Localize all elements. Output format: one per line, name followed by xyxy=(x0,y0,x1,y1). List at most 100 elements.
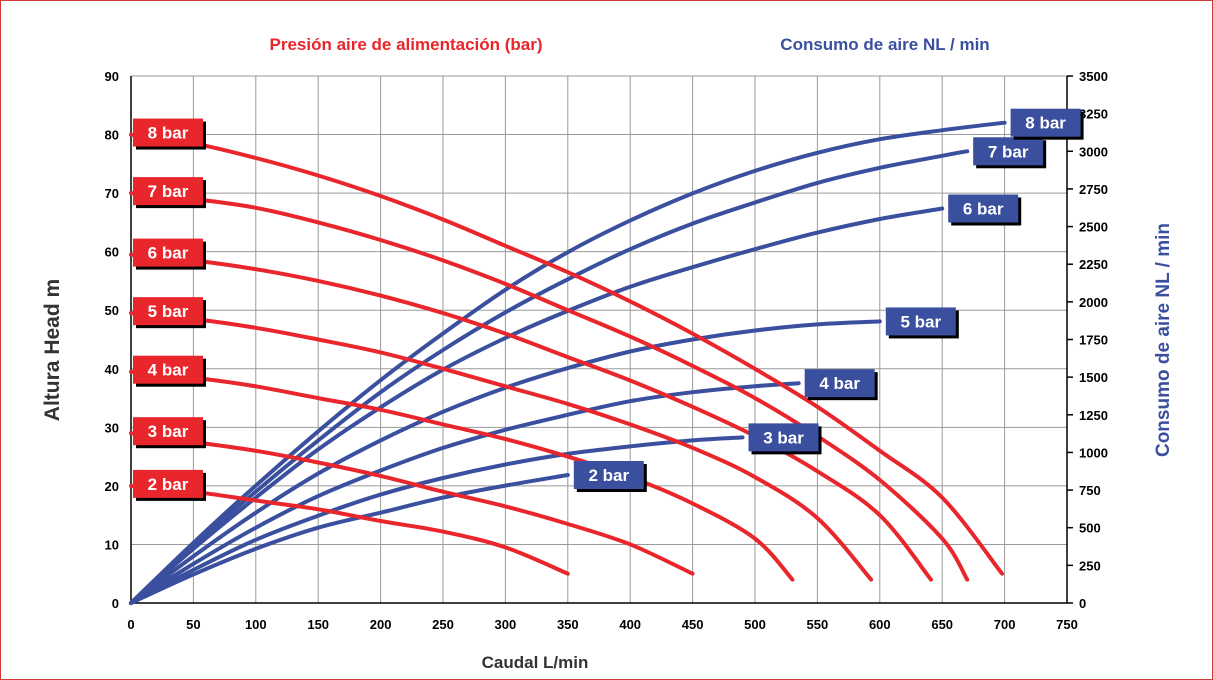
tag-box xyxy=(573,461,644,490)
x-tick-label: 650 xyxy=(931,617,953,632)
air-tag-5-bar: 5 bar xyxy=(885,307,959,339)
pressure-tag-6-bar: 6 bar xyxy=(133,238,206,270)
air-curve-8-bar xyxy=(129,120,1007,605)
tag-label: 5 bar xyxy=(148,302,189,321)
x-tick-label: 400 xyxy=(619,617,641,632)
air-curve-6-bar xyxy=(129,206,945,605)
y-axis-left-label: Altura Head m xyxy=(41,279,64,421)
tag-box xyxy=(133,118,203,147)
pressure-curve-5-bar xyxy=(129,311,874,582)
y-right-tick-label: 250 xyxy=(1079,558,1101,573)
tag-label: 7 bar xyxy=(148,182,189,201)
y-left-tick-label: 80 xyxy=(105,128,119,143)
tag-label: 8 bar xyxy=(148,124,189,143)
tag-label: 5 bar xyxy=(900,312,941,331)
air-curve-5-bar xyxy=(129,319,882,605)
pressure-header: Presión aire de alimentación (bar) xyxy=(269,35,542,54)
x-tick-label: 200 xyxy=(370,617,392,632)
tag-box xyxy=(804,369,875,398)
x-tick-label: 300 xyxy=(495,617,517,632)
tag-box xyxy=(885,307,956,336)
y-right-tick-label: 750 xyxy=(1079,483,1101,498)
air-tag-2-bar: 2 bar xyxy=(573,461,647,493)
tag-label: 2 bar xyxy=(148,475,189,494)
tag-label: 8 bar xyxy=(1025,114,1066,133)
y-left-tick-label: 90 xyxy=(105,69,119,84)
tag-box xyxy=(748,423,819,452)
tag-box xyxy=(133,297,203,326)
axes xyxy=(130,75,1073,604)
x-tick-label: 600 xyxy=(869,617,891,632)
air-curve-4-bar xyxy=(129,381,801,605)
x-tick-label: 700 xyxy=(994,617,1016,632)
air-tag-6-bar: 6 bar xyxy=(948,194,1022,226)
air-consumption-series xyxy=(129,120,1007,605)
tag-box xyxy=(133,177,203,206)
tag-box xyxy=(973,137,1044,166)
x-tick-label: 550 xyxy=(807,617,829,632)
tick-labels: 0 50 100 150 200 250 300 350 400 450 500 550 600 650 7… xyxy=(105,69,1108,632)
tag-label: 7 bar xyxy=(988,142,1029,161)
y-right-tick-label: 1000 xyxy=(1079,445,1108,460)
y-right-tick-label: 0 xyxy=(1079,596,1086,611)
y-right-tick-label: 2750 xyxy=(1079,182,1108,197)
x-tick-label: 500 xyxy=(744,617,766,632)
y-right-tick-label: 3500 xyxy=(1079,69,1108,84)
y-left-tick-label: 20 xyxy=(105,479,119,494)
y-right-tick-label: 2500 xyxy=(1079,220,1108,235)
air-tag-7-bar: 7 bar xyxy=(973,137,1047,169)
tag-box xyxy=(133,355,203,384)
x-tick-label: 250 xyxy=(432,617,454,632)
pressure-curve-4-bar xyxy=(129,369,795,582)
pressure-curve-7-bar xyxy=(129,191,970,582)
tag-box xyxy=(1010,108,1081,137)
y-left-tick-label: 10 xyxy=(105,537,119,552)
tag-label: 6 bar xyxy=(963,200,1004,219)
tag-box xyxy=(133,238,203,267)
tag-label: 2 bar xyxy=(588,466,629,485)
tag-box xyxy=(948,194,1019,223)
y-axis-right-label: Consumo de aire NL / min xyxy=(1153,223,1174,457)
pressure-curve-6-bar xyxy=(129,252,933,582)
x-tick-label: 100 xyxy=(245,617,267,632)
y-left-tick-label: 30 xyxy=(105,420,119,435)
y-right-tick-label: 2250 xyxy=(1079,257,1108,272)
tag-box xyxy=(133,469,203,498)
air-tag-8-bar: 8 bar xyxy=(1010,108,1084,140)
x-tick-label: 350 xyxy=(557,617,579,632)
air-curve-7-bar xyxy=(129,149,970,605)
x-axis-label: Caudal L/min xyxy=(482,653,589,672)
x-tick-label: 50 xyxy=(186,617,200,632)
x-tick-label: 450 xyxy=(682,617,704,632)
pressure-tag-4-bar: 4 bar xyxy=(133,355,206,387)
pressure-tag-2-bar: 2 bar xyxy=(133,469,206,501)
pressure-tag-3-bar: 3 bar xyxy=(133,417,206,449)
tag-label: 3 bar xyxy=(148,422,189,441)
x-tick-label: 750 xyxy=(1056,617,1078,632)
y-right-tick-label: 1750 xyxy=(1079,333,1108,348)
air-curve-2-bar xyxy=(129,473,570,605)
series-tags: 2 bar 3 bar 4 bar 5 bar 6 bar 7 bar 8 bar 2 bar… xyxy=(133,108,1084,501)
air-curve-3-bar xyxy=(129,435,745,605)
y-right-tick-label: 3000 xyxy=(1079,144,1108,159)
y-right-tick-label: 3250 xyxy=(1079,107,1108,122)
y-left-tick-label: 40 xyxy=(105,362,119,377)
air-tag-4-bar: 4 bar xyxy=(804,369,878,401)
tag-label: 4 bar xyxy=(819,374,860,393)
air-tag-3-bar: 3 bar xyxy=(748,423,822,455)
x-tick-label: 150 xyxy=(307,617,329,632)
pressure-curve-8-bar xyxy=(129,132,1005,576)
y-right-tick-label: 2000 xyxy=(1079,295,1108,310)
y-right-tick-label: 500 xyxy=(1079,521,1101,536)
tag-box xyxy=(133,417,203,446)
air-consumption-header: Consumo de aire NL / min xyxy=(780,35,989,54)
pressure-head-series xyxy=(129,132,1005,582)
x-tick-label: 0 xyxy=(127,617,134,632)
y-right-tick-label: 1250 xyxy=(1079,408,1108,423)
y-left-tick-label: 70 xyxy=(105,186,119,201)
y-left-tick-label: 50 xyxy=(105,303,119,318)
tag-label: 4 bar xyxy=(148,361,189,380)
y-left-tick-label: 60 xyxy=(105,245,119,260)
